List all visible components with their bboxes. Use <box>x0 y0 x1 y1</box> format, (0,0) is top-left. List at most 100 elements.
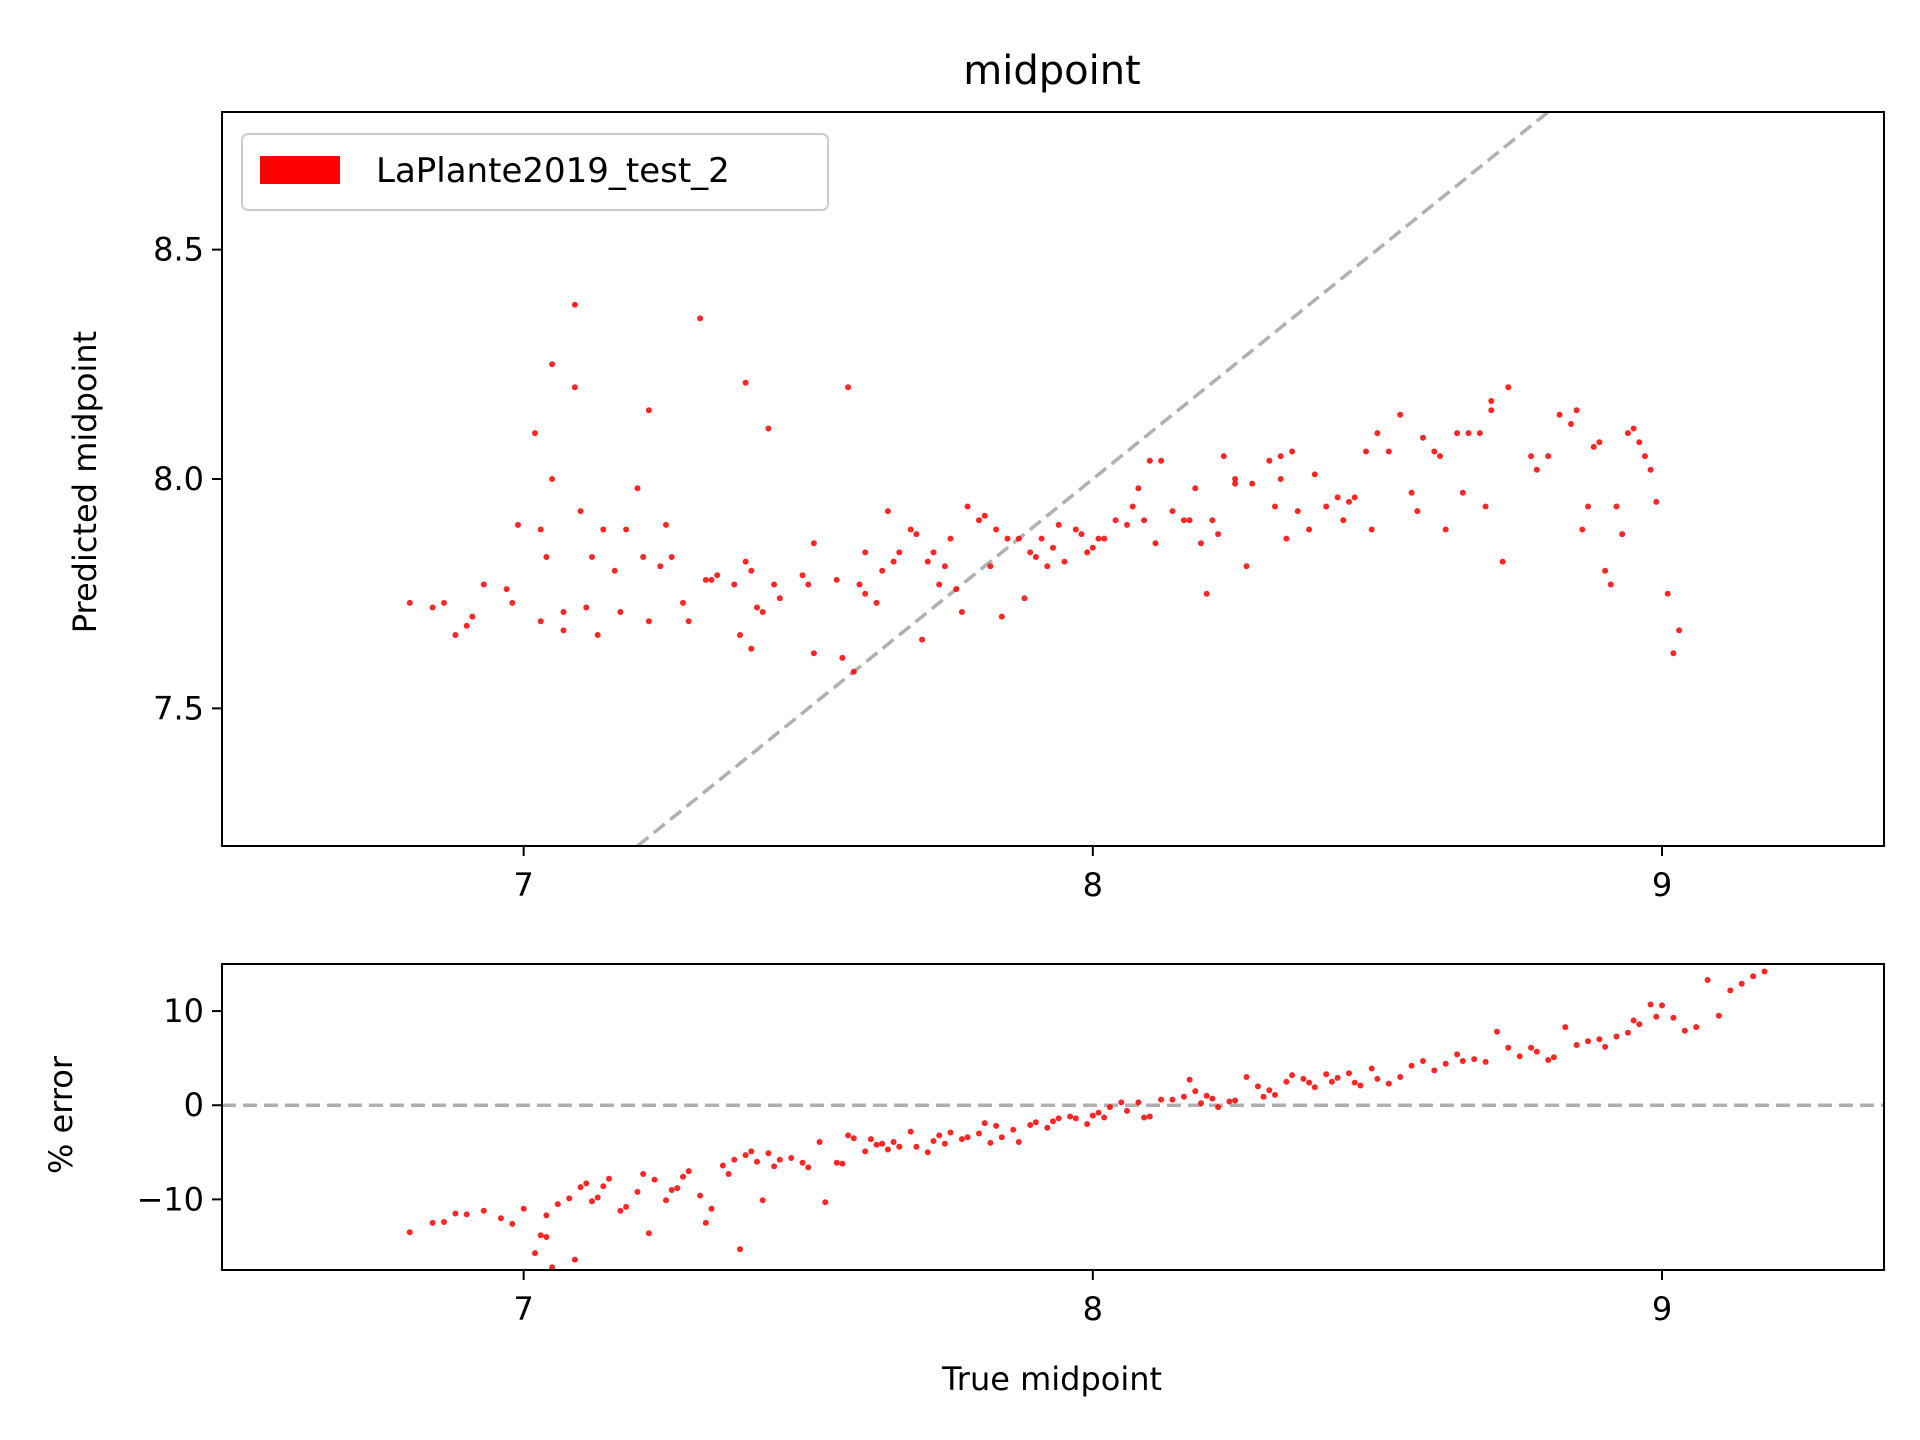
bottom-point <box>1118 1099 1125 1106</box>
bottom-point <box>1095 1109 1102 1116</box>
top-point <box>1215 531 1222 538</box>
top-point <box>1169 508 1176 515</box>
top-point <box>896 549 903 556</box>
bottom-point <box>1050 1118 1056 1125</box>
top-point <box>987 563 994 570</box>
top-point <box>748 645 755 652</box>
top-point <box>1619 531 1626 538</box>
bottom-y-tick-label: −10 <box>136 1180 204 1218</box>
top-point <box>1061 558 1068 565</box>
bottom-point <box>731 1156 738 1163</box>
bottom-point <box>890 1139 897 1145</box>
top-point <box>805 581 812 588</box>
top-point <box>936 581 943 588</box>
bottom-point <box>759 1197 766 1204</box>
bottom-point <box>765 1150 772 1157</box>
top-point <box>1613 503 1620 510</box>
top-point <box>1027 549 1034 556</box>
bottom-point <box>668 1187 675 1193</box>
bottom-point <box>429 1219 436 1226</box>
top-point <box>1152 540 1159 547</box>
bottom-point <box>1727 987 1734 994</box>
top-point <box>947 535 954 542</box>
bottom-point <box>1272 1091 1278 1098</box>
top-point <box>1232 480 1239 487</box>
bottom-point <box>1431 1067 1438 1074</box>
bottom-point <box>725 1171 732 1177</box>
top-point <box>1243 563 1250 570</box>
top-point <box>759 609 766 615</box>
top-point <box>976 517 982 524</box>
bottom-point <box>1408 1062 1415 1069</box>
bottom-point <box>645 1230 652 1237</box>
top-point <box>1505 384 1512 391</box>
top-point <box>1579 526 1586 533</box>
bottom-point <box>1124 1107 1130 1114</box>
top-point <box>617 609 624 615</box>
top-point <box>1038 535 1045 542</box>
bottom-point <box>1624 1029 1631 1036</box>
top-point <box>1135 485 1142 492</box>
top-point <box>640 554 647 560</box>
bottom-point <box>873 1141 880 1148</box>
bottom-point <box>771 1163 778 1170</box>
bottom-point <box>583 1180 590 1187</box>
bottom-point <box>742 1152 749 1159</box>
top-point <box>810 650 817 657</box>
bottom-point <box>577 1184 584 1191</box>
bottom-point <box>981 1120 988 1127</box>
top-point <box>571 384 578 391</box>
top-point <box>1306 526 1313 533</box>
top-point <box>1004 535 1011 542</box>
bottom-point <box>1374 1075 1381 1082</box>
top-point <box>884 508 891 515</box>
top-point <box>907 526 914 533</box>
top-point <box>1146 457 1153 464</box>
bottom-point <box>1613 1033 1620 1040</box>
top-point <box>810 540 817 547</box>
bottom-point <box>1146 1113 1153 1120</box>
top-point <box>1277 453 1284 460</box>
bottom-point <box>1482 1058 1489 1065</box>
top-point <box>503 586 510 593</box>
top-point <box>958 609 965 615</box>
top-point <box>537 526 544 533</box>
top-point <box>560 609 567 615</box>
top-point <box>1072 526 1079 533</box>
bottom-point <box>1254 1083 1261 1090</box>
legend: LaPlante2019_test_2 <box>241 133 829 211</box>
bottom-point <box>1032 1119 1039 1126</box>
bottom-point <box>1283 1078 1290 1085</box>
top-point <box>560 627 567 634</box>
bottom-point <box>799 1159 806 1166</box>
top-plot-area <box>406 112 1683 846</box>
top-y-tick-label: 8.0 <box>153 460 204 498</box>
top-point <box>1021 595 1028 602</box>
bottom-y-axis-label: % error <box>42 1055 80 1174</box>
bottom-point <box>879 1140 886 1147</box>
bottom-point <box>1368 1065 1375 1072</box>
bottom-point <box>998 1134 1005 1141</box>
top-point <box>1420 434 1426 441</box>
top-point <box>845 384 852 391</box>
top-point <box>469 613 476 620</box>
bottom-point <box>1027 1122 1034 1128</box>
top-point <box>1141 517 1148 524</box>
bottom-point <box>1596 1036 1603 1043</box>
top-point <box>1602 567 1609 574</box>
bottom-point <box>1044 1124 1051 1131</box>
bottom-x-tick-label: 7 <box>513 1290 533 1328</box>
top-point <box>1533 466 1540 473</box>
bottom-point <box>623 1203 630 1210</box>
top-point <box>1311 471 1318 478</box>
bottom-point <box>566 1195 573 1202</box>
bottom-point <box>708 1205 715 1212</box>
top-point <box>1397 411 1404 418</box>
top-point <box>913 531 920 538</box>
top-point <box>668 554 675 560</box>
bottom-point <box>862 1148 869 1155</box>
top-axes: 7 8 9 7.5 8.0 8.5 <box>153 111 1885 904</box>
bottom-point <box>497 1215 504 1222</box>
top-point <box>1585 503 1591 510</box>
top-point <box>1044 563 1051 570</box>
